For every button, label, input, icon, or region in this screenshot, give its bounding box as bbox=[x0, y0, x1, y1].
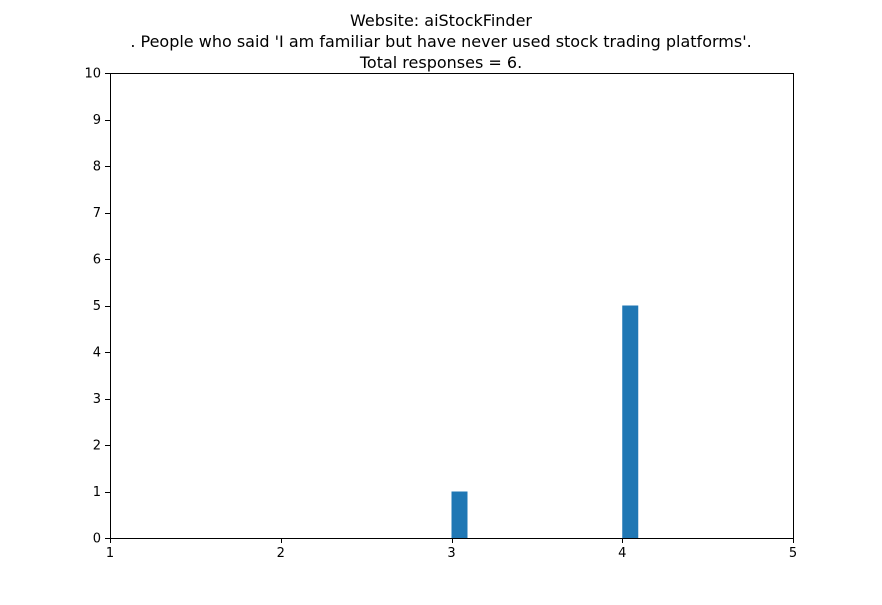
bars bbox=[451, 305, 639, 538]
x-tick-label-4: 4 bbox=[618, 546, 626, 561]
y-tick-label-3: 3 bbox=[93, 392, 101, 407]
bar-4 bbox=[622, 305, 639, 538]
x-tick-label-3: 3 bbox=[447, 546, 455, 561]
chart-title: Website: aiStockFinder . People who said … bbox=[130, 11, 751, 72]
y-tick-label-6: 6 bbox=[93, 253, 101, 268]
y-tick-label-5: 5 bbox=[93, 299, 101, 314]
x-axis-ticks: 1 2 3 4 5 bbox=[106, 538, 797, 561]
chart-title-line-2: . People who said 'I am familiar but hav… bbox=[130, 32, 751, 51]
y-tick-label-8: 8 bbox=[93, 160, 101, 175]
y-tick-label-1: 1 bbox=[93, 485, 101, 500]
bar-3 bbox=[451, 491, 468, 538]
x-tick-label-1: 1 bbox=[106, 546, 114, 561]
chart-title-line-3: Total responses = 6. bbox=[359, 53, 522, 72]
y-tick-label-10: 10 bbox=[84, 67, 101, 82]
y-axis-ticks: 0 1 2 3 4 5 6 7 8 9 10 bbox=[84, 67, 110, 547]
axes-frame bbox=[110, 73, 794, 539]
y-tick-label-7: 7 bbox=[93, 206, 101, 221]
chart-title-line-1: Website: aiStockFinder bbox=[350, 11, 532, 30]
y-tick-label-9: 9 bbox=[93, 113, 101, 128]
x-tick-label-5: 5 bbox=[789, 546, 797, 561]
y-tick-label-2: 2 bbox=[93, 439, 101, 454]
y-tick-label-4: 4 bbox=[93, 346, 101, 361]
x-tick-label-2: 2 bbox=[277, 546, 285, 561]
y-tick-label-0: 0 bbox=[93, 532, 101, 547]
